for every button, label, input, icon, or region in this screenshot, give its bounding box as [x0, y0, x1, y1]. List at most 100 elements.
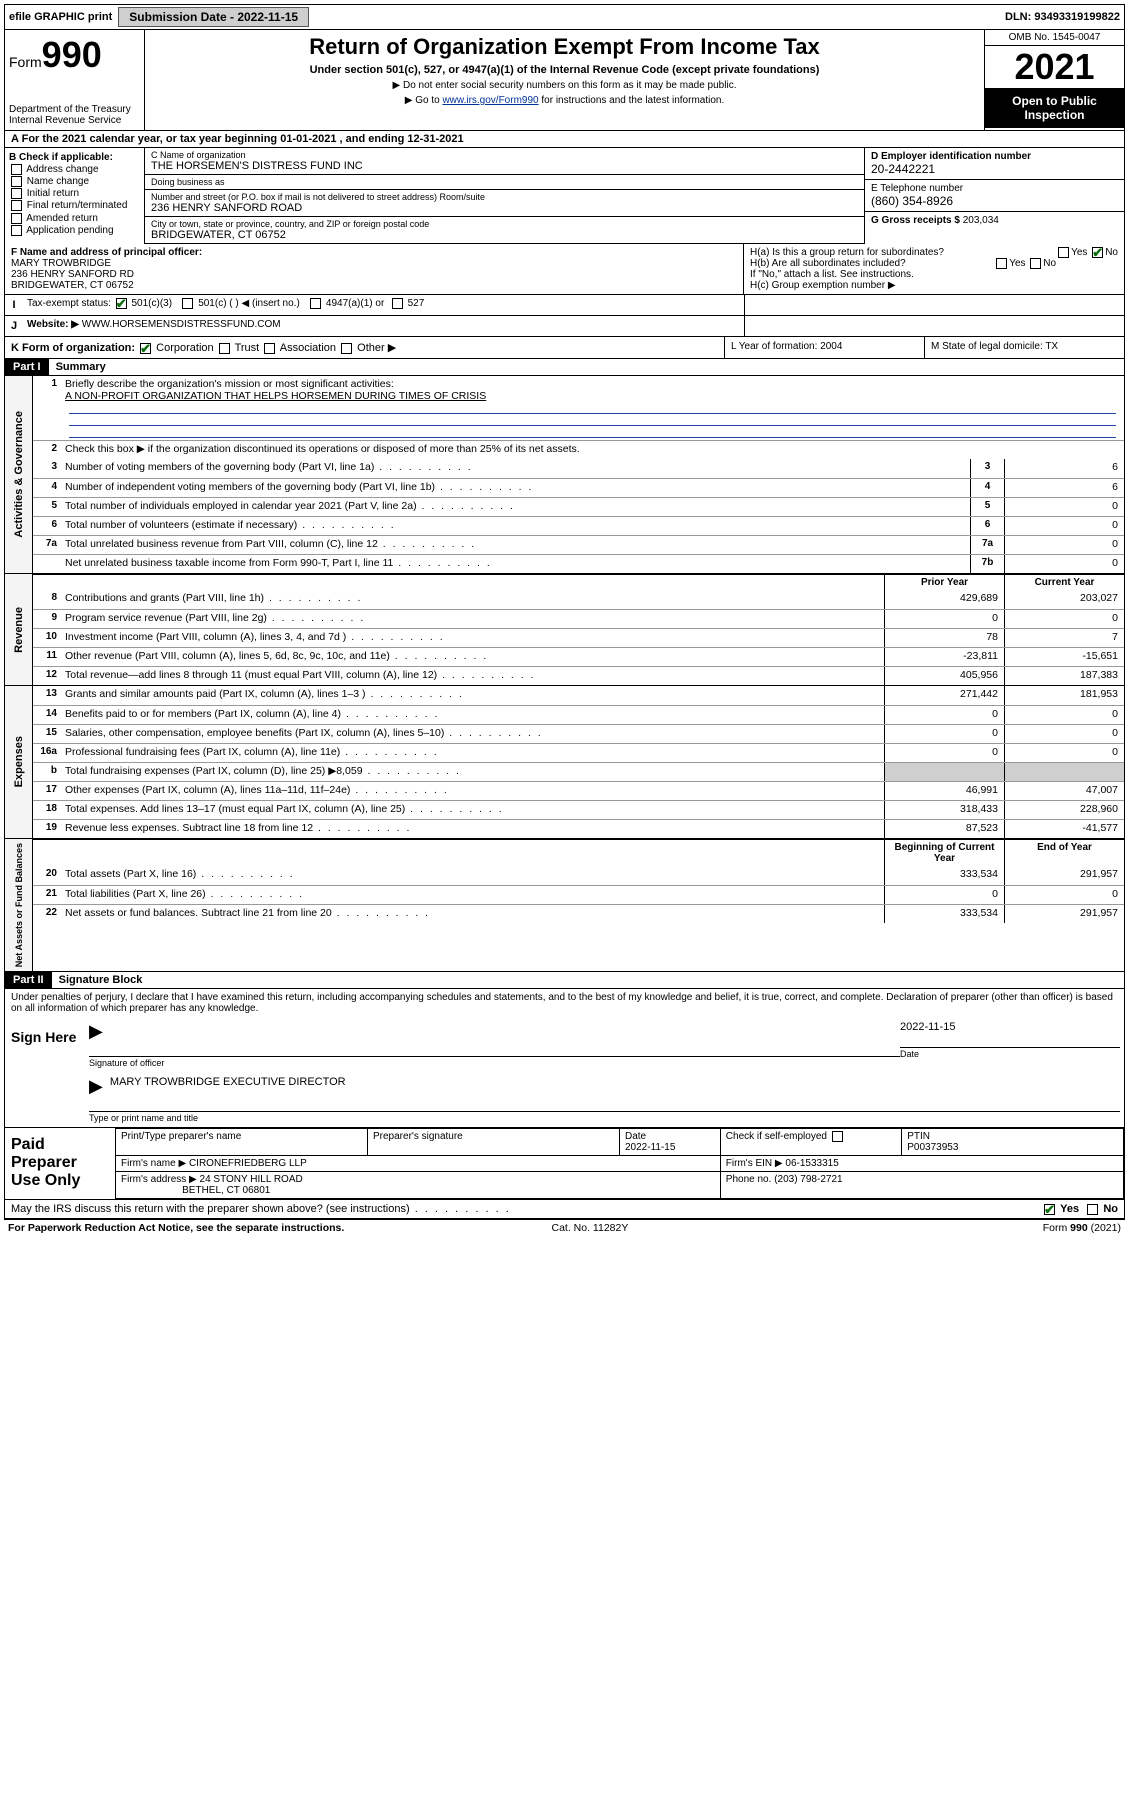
line-value: 0: [1004, 517, 1124, 535]
chk-4947[interactable]: [310, 298, 321, 309]
current-value: 291,957: [1004, 905, 1124, 923]
current-value: 47,007: [1004, 782, 1124, 800]
org-street: 236 HENRY SANFORD ROAD: [151, 202, 858, 214]
header-mid: Return of Organization Exempt From Incom…: [145, 30, 984, 130]
current-value: -41,577: [1004, 820, 1124, 838]
sig-date: 2022-11-15: [900, 1021, 1120, 1033]
line-desc: Net assets or fund balances. Subtract li…: [61, 905, 884, 923]
current-value: 291,957: [1004, 866, 1124, 885]
website-value: WWW.HORSEMENSDISTRESSFUND.COM: [82, 319, 281, 330]
prior-value: 87,523: [884, 820, 1004, 838]
current-value: 0: [1004, 725, 1124, 743]
topbar: efile GRAPHIC print Submission Date - 20…: [4, 4, 1125, 30]
chk-name-change[interactable]: [11, 176, 22, 187]
box-b-label: B Check if applicable:: [9, 152, 140, 163]
discuss-row: May the IRS discuss this return with the…: [4, 1200, 1125, 1219]
row-i: I Tax-exempt status: 501(c)(3) 501(c) ( …: [4, 295, 1125, 316]
footer-left: For Paperwork Reduction Act Notice, see …: [8, 1222, 344, 1234]
line-desc: Total liabilities (Part X, line 26): [61, 886, 884, 904]
line-desc: Contributions and grants (Part VIII, lin…: [61, 590, 884, 609]
prior-value: 318,433: [884, 801, 1004, 819]
section-net-assets: Net Assets or Fund Balances Beginning of…: [4, 839, 1125, 972]
prior-value: 271,442: [884, 686, 1004, 705]
line-value: 6: [1004, 479, 1124, 497]
chk-501c3[interactable]: [116, 298, 127, 309]
firm-phone: (203) 798-2721: [774, 1174, 842, 1185]
officer-name: MARY TROWBRIDGE: [11, 258, 737, 269]
part-ii-badge: Part II: [5, 972, 52, 988]
section-revenue: Revenue Prior YearCurrent Year 8Contribu…: [4, 574, 1125, 686]
gross-receipts: 203,034: [963, 215, 999, 226]
chk-self-employed[interactable]: [832, 1131, 843, 1142]
form-subtitle: Under section 501(c), 527, or 4947(a)(1)…: [153, 64, 976, 76]
line-desc: Total fundraising expenses (Part IX, col…: [61, 763, 884, 781]
line-desc: Net unrelated business taxable income fr…: [61, 555, 970, 573]
chk-ha-no[interactable]: [1092, 247, 1103, 258]
current-value: 7: [1004, 629, 1124, 647]
firm-addr2: BETHEL, CT 06801: [182, 1185, 270, 1196]
chk-corp[interactable]: [140, 343, 151, 354]
sig-officer-line: Signature of officer: [89, 1056, 900, 1068]
omb-label: OMB No. 1545-0047: [985, 30, 1124, 46]
current-value: 228,960: [1004, 801, 1124, 819]
arrow-icon: ▶: [89, 1076, 103, 1096]
line-desc: Investment income (Part VIII, column (A)…: [61, 629, 884, 647]
box-h-continued: [744, 295, 1124, 315]
line-desc: Total expenses. Add lines 13–17 (must eq…: [61, 801, 884, 819]
sign-here-section: Sign Here ▶ Signature of officer 2022-11…: [4, 1017, 1125, 1128]
current-value: 181,953: [1004, 686, 1124, 705]
chk-initial-return[interactable]: [11, 188, 22, 199]
line-box: 4: [970, 479, 1004, 497]
side-revenue: Revenue: [11, 603, 27, 657]
chk-501c[interactable]: [182, 298, 193, 309]
line-desc: Program service revenue (Part VIII, line…: [61, 610, 884, 628]
open-public-badge: Open to Public Inspection: [985, 88, 1124, 128]
submission-date-button[interactable]: Submission Date - 2022-11-15: [118, 7, 309, 27]
line-box: 7b: [970, 555, 1004, 573]
line-desc: Total unrelated business revenue from Pa…: [61, 536, 970, 554]
line-value: 0: [1004, 536, 1124, 554]
prep-date: 2022-11-15: [625, 1142, 675, 1153]
form-number: 990: [42, 34, 102, 75]
irs-link[interactable]: www.irs.gov/Form990: [442, 95, 538, 106]
part-i-header: Part I Summary: [4, 359, 1125, 376]
box-f: F Name and address of principal officer:…: [5, 244, 744, 294]
chk-app-pending[interactable]: [11, 225, 22, 236]
chk-hb-yes[interactable]: [996, 258, 1007, 269]
chk-address-change[interactable]: [11, 164, 22, 175]
chk-discuss-yes[interactable]: [1044, 1204, 1055, 1215]
form-word: Form: [9, 54, 42, 70]
current-value: 0: [1004, 610, 1124, 628]
prior-value: 0: [884, 725, 1004, 743]
paid-preparer-label: Paid Preparer Use Only: [5, 1128, 115, 1199]
officer-city: BRIDGEWATER, CT 06752: [11, 280, 737, 291]
chk-final-return[interactable]: [11, 200, 22, 211]
side-expenses: Expenses: [11, 732, 27, 791]
header-right: OMB No. 1545-0047 2021 Open to Public In…: [984, 30, 1124, 130]
chk-discuss-no[interactable]: [1087, 1204, 1098, 1215]
chk-amended[interactable]: [11, 213, 22, 224]
line-value: 0: [1004, 555, 1124, 573]
section-expenses: Expenses 13Grants and similar amounts pa…: [4, 686, 1125, 839]
entity-block: B Check if applicable: Address change Na…: [4, 148, 1125, 244]
chk-hb-no[interactable]: [1030, 258, 1041, 269]
line-value: 0: [1004, 498, 1124, 516]
line-box: 5: [970, 498, 1004, 516]
box-c: C Name of organizationTHE HORSEMEN'S DIS…: [145, 148, 864, 244]
line-box: 3: [970, 459, 1004, 478]
current-value: -15,651: [1004, 648, 1124, 666]
tax-year: 2021: [985, 46, 1124, 88]
line-desc: Total number of individuals employed in …: [61, 498, 970, 516]
chk-assoc[interactable]: [264, 343, 275, 354]
chk-527[interactable]: [392, 298, 403, 309]
chk-ha-yes[interactable]: [1058, 247, 1069, 258]
officer-name-title: MARY TROWBRIDGE EXECUTIVE DIRECTOR: [110, 1076, 346, 1088]
line-desc: Total revenue—add lines 8 through 11 (mu…: [61, 667, 884, 685]
prior-value: 333,534: [884, 905, 1004, 923]
jurat-text: Under penalties of perjury, I declare th…: [4, 989, 1125, 1017]
line-desc: Number of independent voting members of …: [61, 479, 970, 497]
arrow-icon: ▶: [89, 1021, 103, 1041]
chk-trust[interactable]: [219, 343, 230, 354]
prior-value: 46,991: [884, 782, 1004, 800]
chk-other[interactable]: [341, 343, 352, 354]
